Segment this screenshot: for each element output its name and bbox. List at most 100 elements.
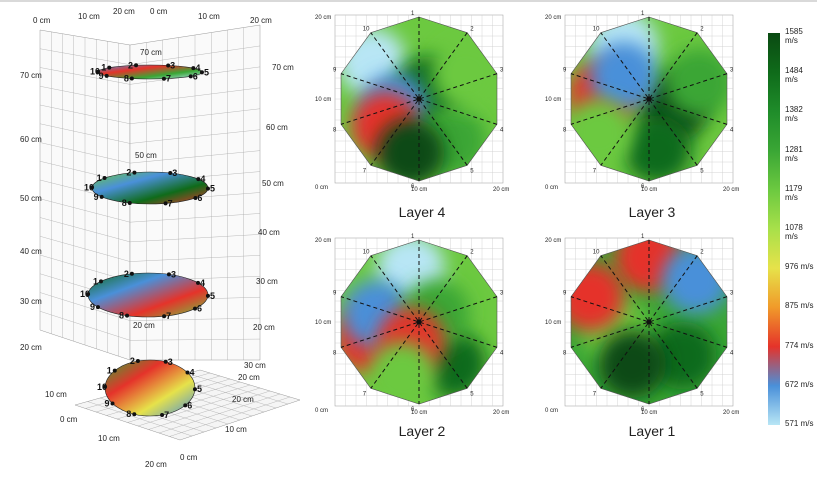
sensor-label: 3 [171, 269, 176, 279]
sensor-label: 7 [168, 198, 173, 208]
sensor-point [168, 171, 173, 176]
sensor-label: 3 [170, 60, 175, 70]
inner-label-70: 70 cm [140, 48, 162, 57]
tomo-axis-label: 20 cm [723, 187, 739, 193]
sensor-point [163, 201, 168, 206]
z-label-right-40: 40 cm [258, 228, 280, 237]
colorbar-tick-label: 1382 m/s [785, 105, 803, 124]
floor-grid-line [148, 390, 271, 430]
sensor-label: 6 [193, 71, 198, 81]
sensor-label: 2 [700, 250, 704, 256]
sensor-point [160, 412, 165, 417]
sensor-label: 10 [363, 27, 370, 33]
layer-disk-surface [91, 171, 209, 205]
sensor-path-line [570, 73, 728, 125]
tomo-fill [571, 240, 727, 404]
tomo-axis-label: 20 cm [315, 15, 331, 21]
axis-label-y20: 20 cm [250, 16, 272, 25]
axis-label-y0: 0 cm [150, 7, 168, 16]
sensor-label: 8 [563, 127, 567, 133]
floor-grid-line [158, 393, 281, 434]
sensor-label: 5 [470, 168, 474, 174]
sensor-label: 9 [94, 192, 99, 202]
tomo-axis-label: 20 cm [545, 15, 561, 21]
sensor-label: 1 [641, 234, 645, 240]
tomogram-layer-2: 1 2 3 4 5 6 7 8 9 10 0 cm 10 cm 20 cm 10 cm 20 cm [315, 228, 515, 418]
floor-label-20c: 20 cm [238, 373, 260, 382]
top-divider [0, 0, 817, 2]
sensor-point [196, 177, 201, 182]
tomo-axis-label: 10 cm [315, 97, 331, 103]
tomo-center [646, 96, 652, 102]
caption-layer-4: Layer 4 [398, 204, 446, 220]
z-label-left-50: 50 cm [20, 194, 42, 203]
sensor-point [99, 194, 104, 199]
sensor-label: 10 [363, 250, 370, 256]
sensor-label: 3 [500, 68, 504, 74]
sensor-path-line [340, 73, 498, 125]
sensor-label: 5 [700, 168, 704, 174]
sensor-path-line [370, 255, 468, 389]
sensor-label: 4 [500, 127, 504, 133]
sensor-path-line [340, 73, 498, 125]
sensor-point [99, 279, 104, 284]
sensor-point [90, 185, 95, 190]
floor-grid-line [137, 387, 261, 427]
caption-layer-3: Layer 3 [628, 204, 676, 220]
sensor-label: 8 [119, 311, 124, 321]
sensor-label: 4 [195, 63, 200, 73]
sensor-point [192, 306, 197, 311]
sensor-label: 6 [197, 304, 202, 314]
floor-label-10c: 10 cm [225, 425, 247, 434]
colorbar-tick-label: 875 m/s [785, 301, 814, 311]
sensor-label: 2 [700, 27, 704, 33]
sensor-label: 4 [730, 350, 734, 356]
colorbar-tick-label: 1179 m/s [785, 183, 803, 202]
sensor-point [161, 76, 166, 81]
tomo-outline [570, 239, 728, 405]
sensor-path-line [600, 32, 698, 166]
sensor-point [163, 359, 168, 364]
floor-label-0: 0 cm [60, 415, 78, 424]
floor-label-0b: 0 cm [180, 453, 198, 462]
layer-disk-1: 1 2 3 456 7 8 9 10 [97, 356, 202, 420]
sensor-label: 4 [200, 174, 205, 184]
tomo-axis-label: 10 cm [545, 97, 561, 103]
colorbar-tick-label: 1585 m/s [785, 27, 803, 45]
z-label-right-60: 60 cm [266, 123, 288, 132]
sensor-label: 2 [128, 60, 133, 70]
sensor-point [192, 387, 197, 392]
sensor-point [205, 186, 210, 191]
sensor-label: 5 [700, 391, 704, 397]
tomo-axis-label: 0 cm [315, 185, 328, 191]
sensor-point [112, 368, 117, 373]
sensor-label: 6 [641, 184, 645, 190]
sensor-label: 6 [411, 407, 415, 413]
sensor-label: 7 [593, 391, 597, 397]
sensor-point [166, 63, 171, 68]
floor-label-30: 30 cm [244, 361, 266, 370]
sensor-path-line [570, 296, 728, 348]
sensor-label: 10 [90, 67, 100, 77]
sensor-point [188, 74, 193, 79]
tomo-axis-label: 10 cm [641, 410, 657, 416]
sensor-label: 5 [210, 184, 215, 194]
z-label-right-20: 20 cm [253, 323, 275, 332]
sensor-label: 1 [93, 276, 98, 286]
sensor-path-line [600, 255, 698, 389]
sensor-label: 10 [84, 182, 94, 192]
sensor-label: 3 [500, 291, 504, 297]
sensor-label: 2 [470, 27, 474, 33]
sensor-label: 3 [730, 68, 734, 74]
layer-disk-surface [104, 359, 196, 417]
sensor-point [107, 65, 112, 70]
sensor-point [129, 76, 134, 81]
tomo-outline [340, 16, 498, 182]
sensor-label: 5 [210, 291, 215, 301]
z-label-right-50: 50 cm [262, 179, 284, 188]
tomogram-layer-3: 1 2 3 4 5 6 7 8 9 10 0 cm 10 cm 20 cm 10 cm 20 cm [545, 5, 745, 195]
sensor-point [193, 195, 198, 200]
inner-label-20: 20 cm [133, 321, 155, 330]
sensor-label: 1 [641, 11, 645, 17]
sensor-point [129, 271, 134, 276]
